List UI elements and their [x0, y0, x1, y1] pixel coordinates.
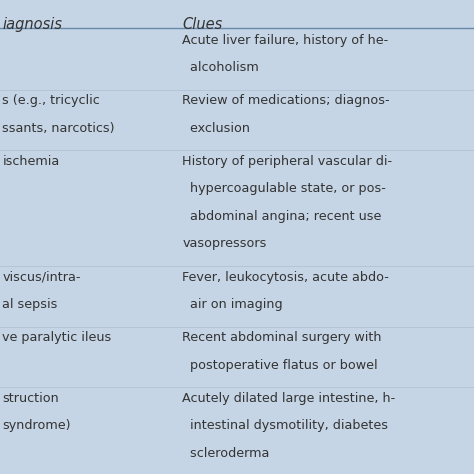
Text: alcoholism: alcoholism [182, 61, 259, 74]
Text: Review of medications; diagnos-: Review of medications; diagnos- [182, 94, 390, 107]
Text: intestinal dysmotility, diabetes: intestinal dysmotility, diabetes [182, 419, 389, 432]
Text: syndrome): syndrome) [2, 419, 71, 432]
Text: scleroderma: scleroderma [182, 447, 270, 460]
Text: Acutely dilated large intestine, h-: Acutely dilated large intestine, h- [182, 392, 396, 405]
Text: postoperative flatus or bowel: postoperative flatus or bowel [182, 359, 378, 372]
Text: iagnosis: iagnosis [2, 17, 63, 32]
Text: ischemia: ischemia [2, 155, 60, 168]
Text: hypercoagulable state, or pos-: hypercoagulable state, or pos- [182, 182, 386, 195]
Text: ve paralytic ileus: ve paralytic ileus [2, 331, 111, 344]
Text: exclusion: exclusion [182, 122, 250, 135]
Text: viscus/intra-: viscus/intra- [2, 271, 81, 283]
Text: vasopressors: vasopressors [182, 237, 267, 250]
Text: al sepsis: al sepsis [2, 298, 58, 311]
Text: abdominal angina; recent use: abdominal angina; recent use [182, 210, 382, 223]
Text: Acute liver failure, history of he-: Acute liver failure, history of he- [182, 34, 389, 46]
Text: Recent abdominal surgery with: Recent abdominal surgery with [182, 331, 382, 344]
Text: Clues: Clues [182, 17, 223, 32]
Text: Fever, leukocytosis, acute abdo-: Fever, leukocytosis, acute abdo- [182, 271, 389, 283]
Text: air on imaging: air on imaging [182, 298, 283, 311]
Text: ssants, narcotics): ssants, narcotics) [2, 122, 115, 135]
Text: History of peripheral vascular di-: History of peripheral vascular di- [182, 155, 392, 168]
Text: s (e.g., tricyclic: s (e.g., tricyclic [2, 94, 100, 107]
Text: struction: struction [2, 392, 59, 405]
